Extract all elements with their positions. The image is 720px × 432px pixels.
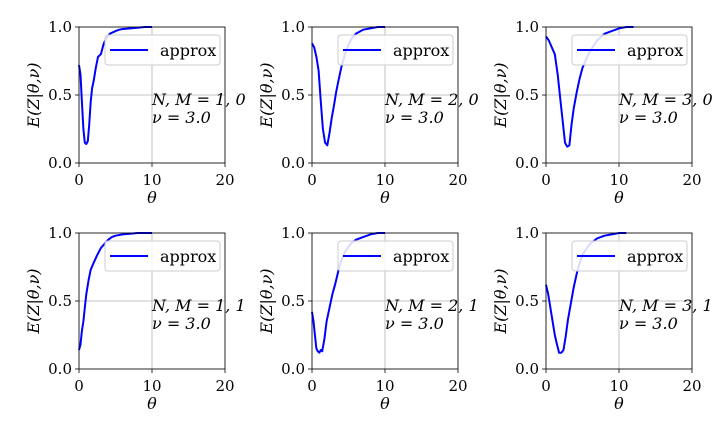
legend: approx bbox=[337, 240, 454, 272]
y-tick-label: 0.5 bbox=[281, 86, 305, 104]
annotation-text: N, M = 2, 1 bbox=[384, 296, 479, 315]
annotation-text: N, M = 2, 0 bbox=[384, 90, 479, 109]
legend-label: approx bbox=[393, 41, 449, 60]
annotation-text: N, M = 1, 0 bbox=[151, 90, 246, 109]
x-tick-label: 10 bbox=[142, 377, 161, 395]
subplot-4: 0 10 20 0.0 0.5 1.0 N, M = 1, 1ν = 3.0 approx θ E… bbox=[24, 224, 246, 413]
subplot-6: 0 10 20 0.0 0.5 1.0 N, M = 3, 1ν = 3.0 approx θ E… bbox=[491, 224, 713, 413]
x-tick-label: 0 bbox=[541, 171, 551, 189]
axes-frame bbox=[311, 232, 459, 370]
y-tick-label: 0.5 bbox=[48, 86, 72, 104]
series-line-approx bbox=[545, 26, 634, 148]
legend-box bbox=[104, 240, 221, 272]
x-axis-label: θ bbox=[380, 188, 390, 207]
y-tick-label: 1.0 bbox=[48, 224, 72, 242]
y-tick-label: 1.0 bbox=[48, 18, 72, 36]
x-axis-label: θ bbox=[614, 394, 624, 413]
annotation-text: N, M = 3, 1 bbox=[618, 296, 713, 315]
x-tick-label: 20 bbox=[682, 377, 701, 395]
legend-box bbox=[337, 240, 454, 272]
legend-label: approx bbox=[393, 247, 449, 266]
y-tick-label: 0.0 bbox=[281, 154, 305, 172]
x-tick-label: 10 bbox=[375, 171, 394, 189]
annotation-text: ν = 3.0 bbox=[152, 314, 211, 333]
y-tick-label: 0.0 bbox=[48, 154, 72, 172]
annotation-text: N, M = 3, 0 bbox=[618, 90, 713, 109]
legend: approx bbox=[571, 240, 688, 272]
x-tick-label: 20 bbox=[448, 377, 467, 395]
y-tick-label: 0.0 bbox=[515, 360, 539, 378]
subplot-1: 0 10 20 0.0 0.5 1.0 N, M = 1, 0ν = 3.0 approx θ E… bbox=[24, 18, 246, 207]
y-tick-label: 0.0 bbox=[281, 360, 305, 378]
x-tick-label: 0 bbox=[74, 377, 84, 395]
y-tick-label: 0.0 bbox=[48, 360, 72, 378]
subplot-2: 0 10 20 0.0 0.5 1.0 N, M = 2, 0ν = 3.0 approx θ E… bbox=[257, 18, 479, 207]
x-tick-label: 0 bbox=[541, 377, 551, 395]
x-axis-label: θ bbox=[380, 394, 390, 413]
legend: approx bbox=[337, 34, 454, 66]
subplot-5: 0 10 20 0.0 0.5 1.0 N, M = 2, 1ν = 3.0 approx θ E… bbox=[257, 224, 479, 413]
x-tick-label: 0 bbox=[74, 171, 84, 189]
x-axis-label: θ bbox=[614, 188, 624, 207]
y-axis-label: E(Z|θ,ν) bbox=[24, 268, 43, 334]
annotation-text: ν = 3.0 bbox=[619, 314, 678, 333]
series-line-approx bbox=[311, 26, 385, 147]
y-tick-label: 0.5 bbox=[515, 86, 539, 104]
legend-label: approx bbox=[160, 41, 216, 60]
legend-label: approx bbox=[627, 247, 683, 266]
y-tick-label: 1.0 bbox=[281, 18, 305, 36]
annotation-text: N, M = 1, 1 bbox=[151, 296, 246, 315]
series-line-approx bbox=[545, 232, 627, 354]
legend-label: approx bbox=[160, 247, 216, 266]
x-tick-label: 10 bbox=[609, 171, 628, 189]
x-tick-label: 20 bbox=[215, 171, 234, 189]
x-tick-label: 0 bbox=[307, 171, 317, 189]
y-tick-label: 0.5 bbox=[48, 292, 72, 310]
y-axis-label: E(Z|θ,ν) bbox=[491, 268, 510, 334]
legend-box bbox=[104, 34, 221, 66]
legend-box bbox=[571, 34, 688, 66]
y-axis-label: E(Z|θ,ν) bbox=[491, 62, 510, 128]
y-tick-label: 0.0 bbox=[515, 154, 539, 172]
legend-box bbox=[337, 34, 454, 66]
y-tick-label: 1.0 bbox=[515, 224, 539, 242]
axes-frame bbox=[311, 26, 459, 164]
axes-frame bbox=[545, 26, 693, 164]
x-tick-label: 20 bbox=[215, 377, 234, 395]
y-axis-label: E(Z|θ,ν) bbox=[24, 62, 43, 128]
legend-box bbox=[571, 240, 688, 272]
x-axis-label: θ bbox=[147, 188, 157, 207]
x-tick-label: 10 bbox=[609, 377, 628, 395]
x-tick-label: 10 bbox=[142, 171, 161, 189]
y-tick-label: 0.5 bbox=[515, 292, 539, 310]
x-axis-label: θ bbox=[147, 394, 157, 413]
legend: approx bbox=[104, 34, 221, 66]
y-tick-label: 1.0 bbox=[281, 224, 305, 242]
x-tick-label: 10 bbox=[375, 377, 394, 395]
x-tick-label: 20 bbox=[448, 171, 467, 189]
x-tick-label: 20 bbox=[682, 171, 701, 189]
x-tick-label: 0 bbox=[307, 377, 317, 395]
annotation-text: ν = 3.0 bbox=[385, 314, 444, 333]
annotation-text: ν = 3.0 bbox=[152, 108, 211, 127]
axes-frame bbox=[78, 232, 226, 370]
series-line-approx bbox=[311, 232, 385, 354]
y-tick-label: 1.0 bbox=[515, 18, 539, 36]
axes-frame bbox=[545, 232, 693, 370]
y-axis-label: E(Z|θ,ν) bbox=[257, 62, 276, 128]
subplot-3: 0 10 20 0.0 0.5 1.0 N, M = 3, 0ν = 3.0 approx θ E… bbox=[491, 18, 713, 207]
series-line-approx bbox=[78, 26, 152, 145]
annotation-text: ν = 3.0 bbox=[619, 108, 678, 127]
series-line-approx bbox=[78, 232, 152, 351]
axes-frame bbox=[78, 26, 226, 164]
legend-label: approx bbox=[627, 41, 683, 60]
annotation-text: ν = 3.0 bbox=[385, 108, 444, 127]
y-tick-label: 0.5 bbox=[281, 292, 305, 310]
y-axis-label: E(Z|θ,ν) bbox=[257, 268, 276, 334]
legend: approx bbox=[104, 240, 221, 272]
legend: approx bbox=[571, 34, 688, 66]
